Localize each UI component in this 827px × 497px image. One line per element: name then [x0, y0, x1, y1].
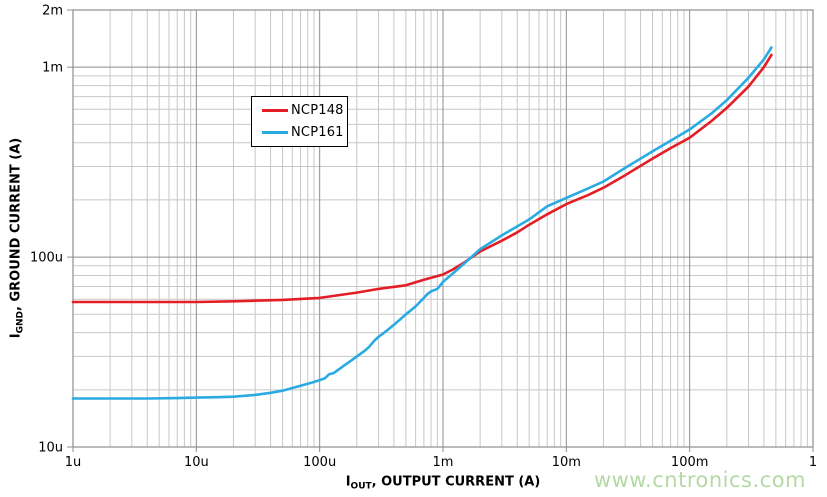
x-tick-label: 1 [809, 455, 817, 470]
legend-line-ncp161 [262, 131, 288, 135]
y-tick-label: 2m [42, 4, 63, 19]
y-tick-label: 10u [38, 441, 63, 456]
x-axis-text: , OUTPUT CURRENT (A) [371, 474, 541, 490]
legend-item-ncp161: NCP161 [252, 125, 347, 140]
x-tick-label: 100u [303, 455, 336, 470]
y-axis-title: IGND, GROUND CURRENT (A) [9, 138, 26, 338]
legend-item-ncp148: NCP148 [252, 103, 347, 118]
x-axis-title: IOUT, OUTPUT CURRENT (A) [346, 475, 541, 492]
legend: NCP148 NCP161 [251, 96, 348, 147]
legend-label-ncp148: NCP148 [291, 102, 344, 118]
legend-line-ncp148 [262, 108, 288, 112]
x-tick-label: 100m [671, 455, 708, 470]
series-line-ncp161 [71, 46, 773, 400]
y-axis-symbol: I [8, 333, 24, 339]
x-tick-label: 10u [184, 455, 209, 470]
legend-label-ncp161: NCP161 [291, 125, 344, 141]
y-tick-label: 100u [30, 251, 63, 266]
x-tick-label: 1u [65, 455, 82, 470]
x-tick-label: 10m [552, 455, 581, 470]
y-axis-subscript: GND [15, 310, 26, 334]
x-tick-label: 1m [433, 455, 454, 470]
y-tick-label: 1m [42, 61, 63, 76]
x-axis-symbol: I [345, 474, 351, 490]
x-axis-subscript: OUT [350, 481, 372, 492]
y-axis-text: , GROUND CURRENT (A) [8, 137, 24, 311]
watermark: www.cntronics.com [593, 468, 806, 492]
series-line-ncp148 [71, 53, 773, 304]
